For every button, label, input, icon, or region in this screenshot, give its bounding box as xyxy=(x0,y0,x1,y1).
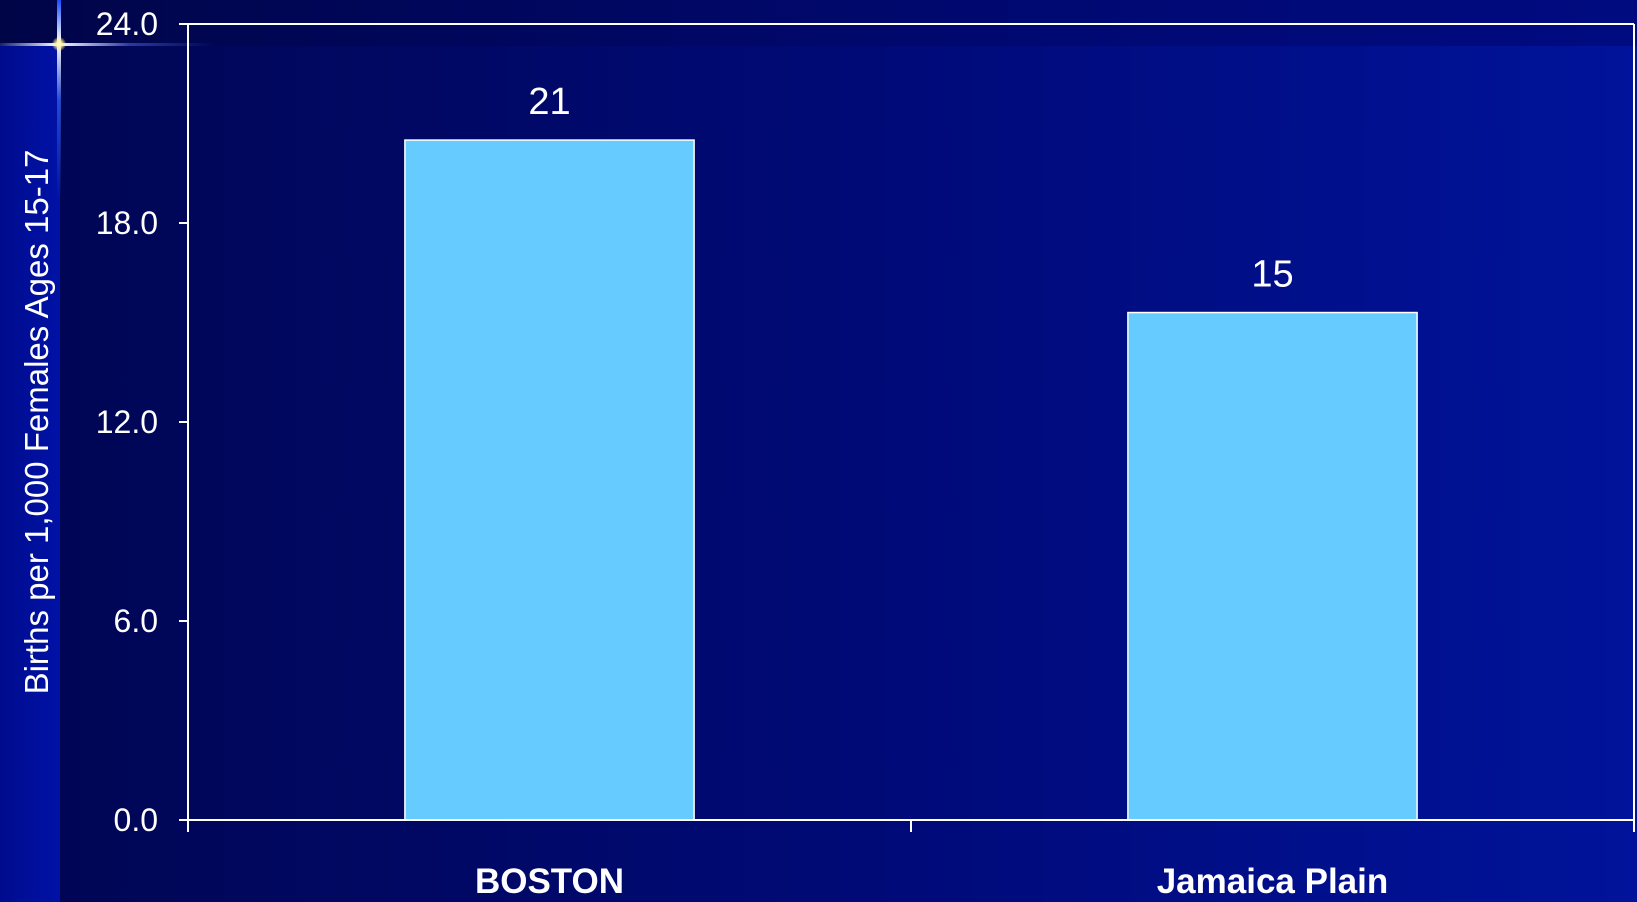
y-tick-label: 6.0 xyxy=(114,603,158,639)
category-label-boston: BOSTON xyxy=(475,862,624,901)
chart-labels: 21 BOSTON 15 Jamaica Plain 0.0 6.0 12.0 18.0 24.… xyxy=(96,6,1389,901)
y-tick-label: 12.0 xyxy=(96,404,158,440)
slide-left-band xyxy=(0,0,60,902)
y-axis-title: Births per 1,000 Females Ages 15-17 xyxy=(18,150,55,695)
bar-series xyxy=(404,139,1418,821)
y-tick-label: 24.0 xyxy=(96,6,158,42)
bar-boston xyxy=(404,139,695,821)
data-label-boston: 21 xyxy=(528,81,570,123)
chart-axes xyxy=(179,23,1635,832)
bar-jamaica-plain xyxy=(1127,311,1418,821)
decorative-sparkle-icon xyxy=(52,37,66,51)
data-label-jamaica-plain: 15 xyxy=(1251,254,1293,296)
category-label-jamaica-plain: Jamaica Plain xyxy=(1157,862,1389,901)
y-tick-label: 18.0 xyxy=(96,205,158,241)
decorative-horizontal-line xyxy=(0,43,215,46)
decorative-vertical-line xyxy=(57,0,61,200)
y-tick-label: 0.0 xyxy=(114,802,158,838)
